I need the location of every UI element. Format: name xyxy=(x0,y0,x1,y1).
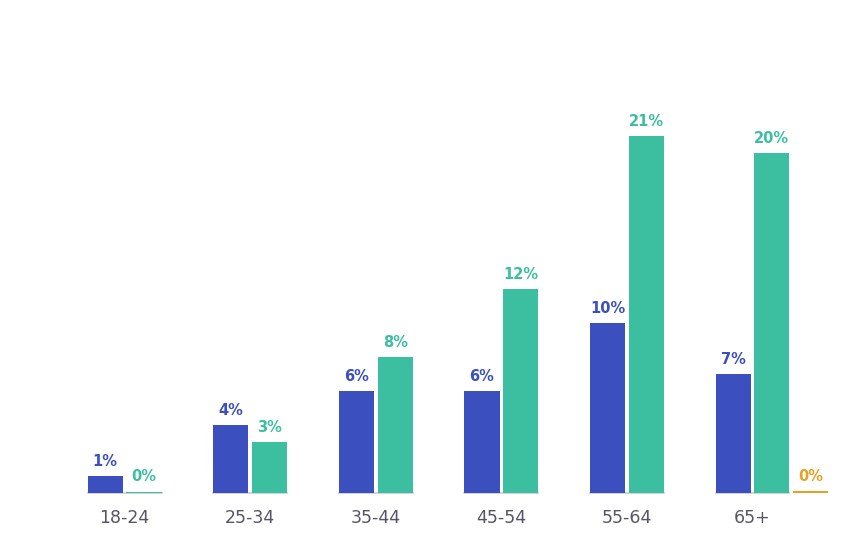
Text: 0%: 0% xyxy=(798,469,823,484)
Text: 7%: 7% xyxy=(721,352,746,367)
Bar xyxy=(252,442,287,493)
Bar xyxy=(503,289,538,493)
Bar xyxy=(339,391,374,493)
Bar xyxy=(629,136,664,493)
Text: 6%: 6% xyxy=(470,369,494,384)
Text: 1%: 1% xyxy=(93,454,118,469)
Text: 12%: 12% xyxy=(503,267,538,282)
Text: 0%: 0% xyxy=(132,469,157,484)
Bar xyxy=(754,153,789,493)
Bar xyxy=(464,391,500,493)
Text: 4%: 4% xyxy=(218,403,243,418)
Bar xyxy=(88,476,123,493)
Text: 3%: 3% xyxy=(257,420,282,435)
Text: 10%: 10% xyxy=(590,301,625,316)
Text: 6%: 6% xyxy=(344,369,369,384)
Bar xyxy=(590,323,625,493)
Bar xyxy=(213,425,249,493)
Bar xyxy=(793,491,828,493)
Bar xyxy=(378,357,413,493)
Text: 20%: 20% xyxy=(754,131,789,146)
Bar xyxy=(716,374,751,493)
Bar xyxy=(126,492,162,493)
Text: 21%: 21% xyxy=(629,114,664,129)
Text: 8%: 8% xyxy=(383,335,408,350)
